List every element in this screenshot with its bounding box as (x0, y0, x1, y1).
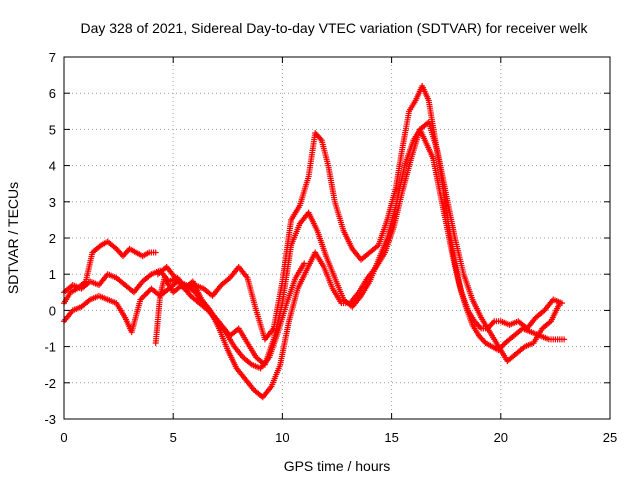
y-tick-label: 4 (49, 159, 56, 174)
y-tick-label: 0 (49, 303, 56, 318)
plot-frame (63, 56, 611, 420)
data-point (141, 292, 148, 299)
y-tick-label: -2 (44, 376, 56, 391)
data-point (144, 289, 151, 296)
x-tick-label: 0 (60, 430, 67, 445)
data-point (301, 260, 308, 267)
series-trace-a (61, 238, 159, 307)
x-tick-label: 10 (275, 430, 289, 445)
series-trace-e (152, 260, 308, 372)
y-tick-label: 7 (49, 50, 56, 65)
data-point (561, 336, 568, 343)
data-point (137, 296, 144, 303)
y-tick-label: -3 (44, 412, 56, 427)
y-tick-label: 2 (49, 231, 56, 246)
series-trace-d (154, 119, 563, 401)
y-tick-label: -1 (44, 340, 56, 355)
data-point (138, 295, 145, 302)
y-tick-label: 3 (49, 195, 56, 210)
y-tick-label: 1 (49, 267, 56, 282)
data-points (61, 82, 568, 401)
data-point (152, 249, 159, 256)
y-tick-label: 6 (49, 86, 56, 101)
chart-title: Day 328 of 2021, Sidereal Day-to-day VTE… (80, 20, 588, 36)
x-tick-label: 5 (170, 430, 177, 445)
axis-ticks: 0 5 10 15 20 25 -3 -2 -1 0 1 2 3 4 5 6 7 (44, 50, 617, 445)
grid-lines (64, 57, 610, 419)
x-tick-label: 20 (494, 430, 508, 445)
data-point (145, 288, 152, 295)
y-tick-label: 5 (49, 122, 56, 137)
data-point (556, 300, 563, 307)
x-tick-label: 15 (384, 430, 398, 445)
y-axis-label: SDTVAR / TECUs (5, 182, 21, 294)
data-point (142, 291, 149, 298)
x-axis-label: GPS time / hours (284, 458, 391, 474)
data-point (140, 293, 147, 300)
x-tick-label: 25 (603, 430, 617, 445)
